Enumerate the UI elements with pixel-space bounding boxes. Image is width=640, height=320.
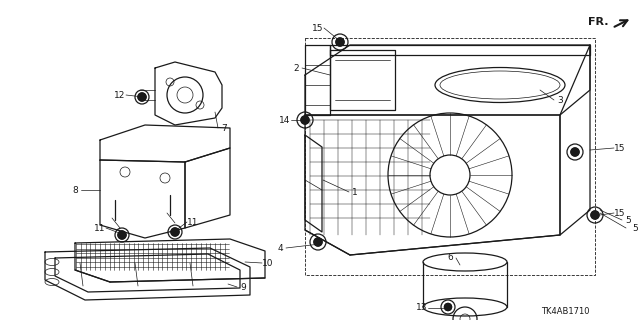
Text: 6: 6 — [447, 253, 453, 262]
Circle shape — [587, 207, 603, 223]
Circle shape — [314, 238, 322, 246]
Text: 12: 12 — [115, 91, 125, 100]
Circle shape — [138, 93, 146, 101]
Text: 11: 11 — [188, 218, 199, 227]
Circle shape — [336, 38, 344, 46]
Text: 5: 5 — [632, 223, 638, 233]
Text: 7: 7 — [221, 124, 227, 132]
Circle shape — [314, 238, 322, 246]
Text: 5: 5 — [625, 215, 631, 225]
Text: 15: 15 — [312, 23, 324, 33]
Circle shape — [297, 112, 313, 128]
Text: 3: 3 — [557, 95, 563, 105]
Circle shape — [118, 231, 126, 239]
Text: 15: 15 — [614, 143, 626, 153]
Text: 1: 1 — [352, 188, 358, 196]
Circle shape — [571, 148, 579, 156]
Text: 9: 9 — [240, 283, 246, 292]
Circle shape — [571, 148, 579, 156]
Circle shape — [332, 34, 348, 50]
Text: 8: 8 — [72, 186, 78, 195]
Text: 11: 11 — [94, 223, 106, 233]
Circle shape — [135, 90, 149, 104]
Text: 4: 4 — [277, 244, 283, 252]
Text: 14: 14 — [279, 116, 291, 124]
Circle shape — [118, 231, 126, 239]
Text: TK4AB1710: TK4AB1710 — [541, 308, 590, 316]
Text: 13: 13 — [416, 303, 428, 313]
Text: 15: 15 — [614, 209, 626, 218]
Circle shape — [168, 225, 182, 239]
Circle shape — [591, 211, 599, 219]
Circle shape — [591, 211, 599, 219]
Circle shape — [310, 234, 326, 250]
Circle shape — [445, 303, 451, 310]
Circle shape — [171, 228, 179, 236]
Circle shape — [441, 300, 455, 314]
Text: FR.: FR. — [588, 17, 608, 27]
Circle shape — [115, 228, 129, 242]
Text: 10: 10 — [262, 259, 274, 268]
Text: 2: 2 — [293, 63, 299, 73]
Circle shape — [138, 93, 146, 101]
Circle shape — [301, 116, 309, 124]
Circle shape — [445, 303, 451, 310]
Circle shape — [567, 144, 583, 160]
Circle shape — [171, 228, 179, 236]
Circle shape — [301, 116, 309, 124]
Circle shape — [336, 38, 344, 46]
